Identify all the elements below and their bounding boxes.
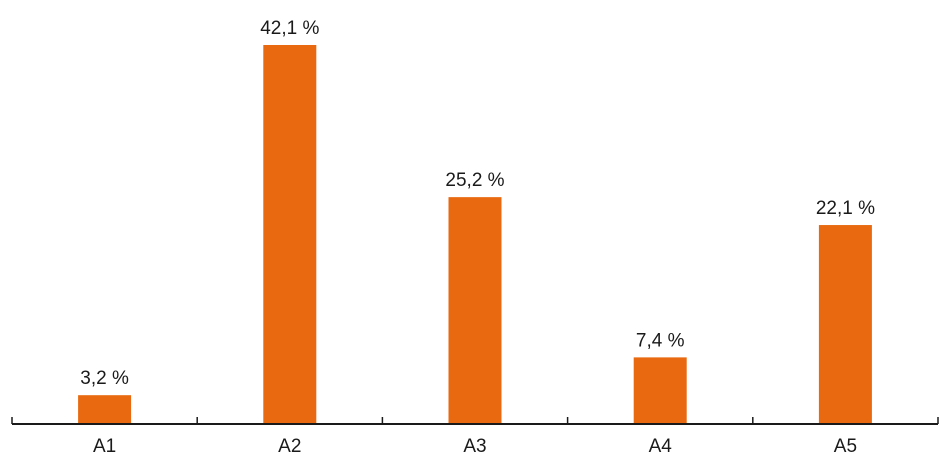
bar-a1	[78, 395, 132, 424]
bar-a2	[263, 45, 317, 424]
x-tick-label-a3: A3	[463, 436, 486, 457]
bar-a5	[818, 225, 872, 424]
value-labels-group: 3,2 % 42,1 % 25,2 % 7,4 % 22,1 %	[80, 18, 875, 389]
value-label-a1: 3,2 %	[80, 368, 129, 389]
x-axis-tick-labels-group: A1 A2 A3 A4 A5	[93, 436, 857, 457]
bars-group	[78, 45, 872, 424]
value-label-a2: 42,1 %	[260, 18, 319, 39]
value-label-a3: 25,2 %	[445, 170, 504, 191]
x-tick-label-a2: A2	[278, 436, 301, 457]
bar-a4	[633, 357, 687, 424]
value-label-a5: 22,1 %	[816, 198, 875, 219]
x-axis-ticks-group	[11, 417, 939, 424]
x-tick-label-a1: A1	[93, 436, 116, 457]
value-label-a4: 7,4 %	[636, 330, 685, 351]
x-tick-label-a4: A4	[649, 436, 673, 457]
bar-a3	[448, 197, 502, 424]
x-tick-label-a5: A5	[834, 436, 857, 457]
